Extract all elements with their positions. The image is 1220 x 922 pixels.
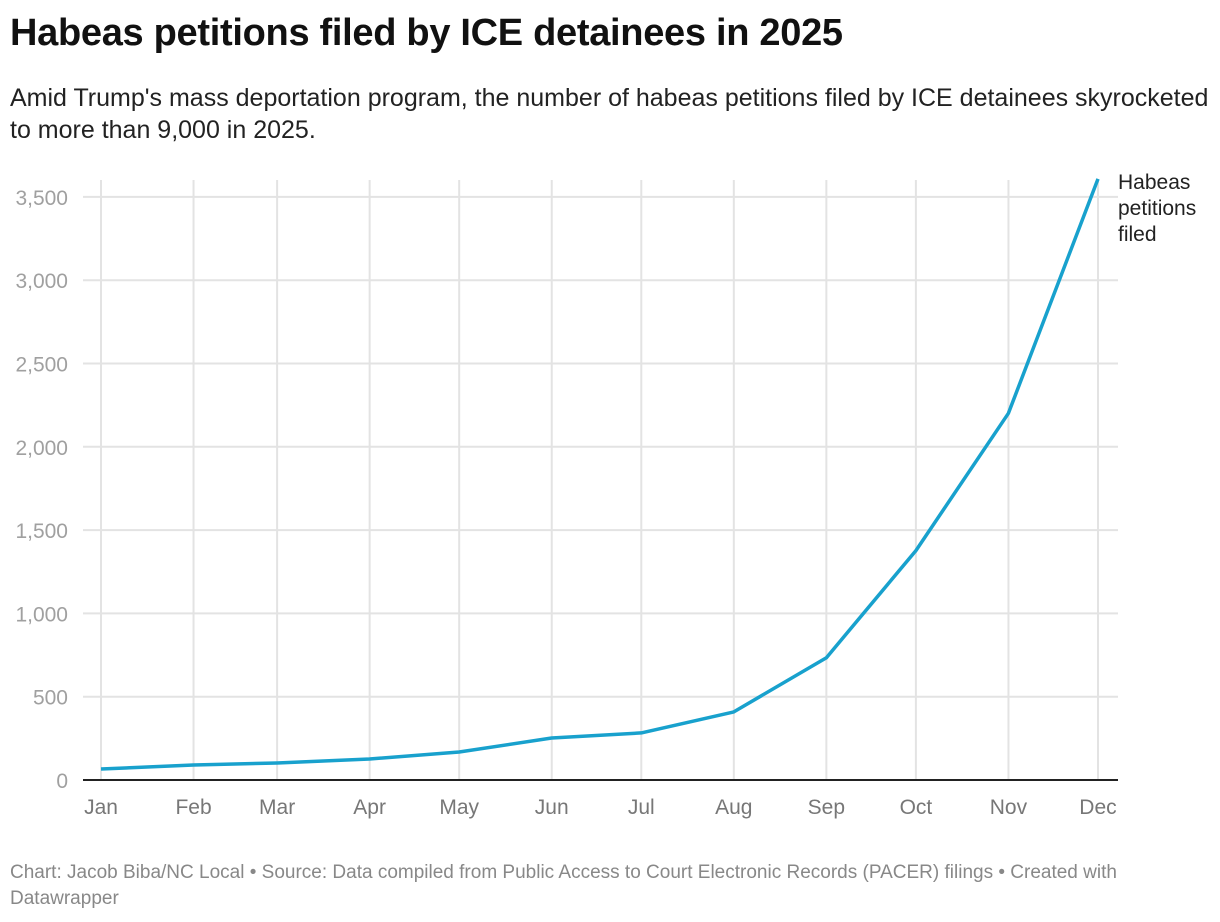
x-tick-label: Mar [259,796,295,819]
y-tick-label: 3,000 [15,270,68,293]
series-label: petitions [1118,197,1196,220]
y-tick-label: 2,000 [15,437,68,460]
y-tick-label: 500 [33,687,68,710]
y-tick-label: 1,500 [15,520,68,543]
x-tick-label: Oct [900,796,933,819]
chart-subtitle: Amid Trump's mass deportation program, t… [10,84,1209,144]
x-tick-label: Aug [715,796,752,819]
chart-title: Habeas petitions filed by ICE detainees … [10,12,843,54]
chart-footer: Chart: Jacob Biba/NC Local • Source: Dat… [10,862,1117,909]
x-tick-label: Feb [175,796,211,819]
x-tick-label: Dec [1079,796,1116,819]
x-tick-label: Jan [84,796,118,819]
series-label: filed [1118,223,1157,246]
x-tick-label: Apr [353,796,386,819]
x-tick-label: Jul [628,796,655,819]
x-tick-label: Jun [535,796,569,819]
series-label: Habeas [1118,171,1190,194]
y-tick-label: 3,500 [15,187,68,210]
x-tick-label: May [439,796,479,819]
y-tick-label: 0 [56,770,68,793]
x-tick-label: Sep [808,796,845,819]
y-tick-label: 2,500 [15,354,68,377]
series-line [100,178,1100,771]
x-tick-label: Nov [990,796,1028,819]
y-tick-label: 1,000 [15,603,68,626]
